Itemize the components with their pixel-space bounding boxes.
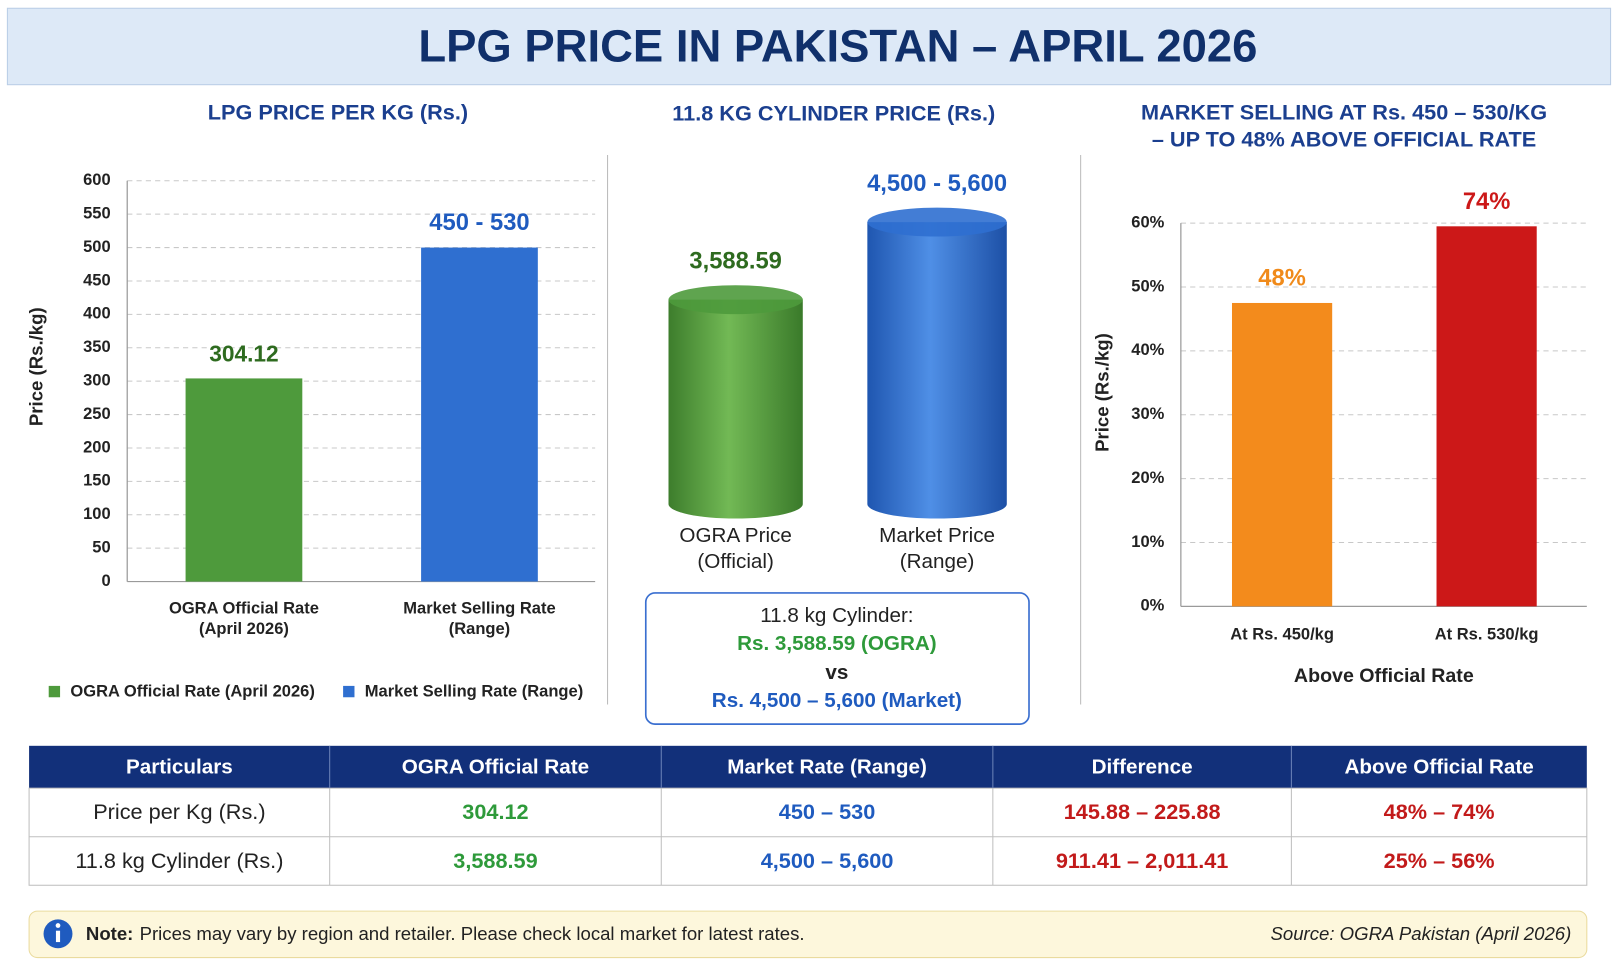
legend-label: OGRA Official Rate (April 2026): [70, 681, 314, 700]
bar: [1231, 302, 1333, 607]
table-cell: 3,588.59: [453, 848, 537, 873]
y-tick-label: 0: [102, 571, 111, 590]
text-line: (Range): [449, 619, 510, 638]
chart-title: LPG PRICE PER KG (Rs.): [208, 99, 468, 124]
y-tick-label: 50: [92, 538, 110, 557]
value-label: 304.12: [209, 341, 278, 367]
table-cell: 25% – 56%: [1384, 848, 1495, 873]
table-cell: 4,500 – 5,600: [761, 848, 894, 873]
table-header-bg: [29, 745, 1587, 789]
cylinder-body: [867, 222, 1007, 519]
y-tick-label: 250: [83, 404, 111, 423]
text-line: Market Price: [879, 525, 995, 548]
y-tick-label: 450: [83, 270, 111, 289]
y-tick-label: 150: [83, 471, 111, 490]
comparison-line: Rs. 3,588.59 (OGRA): [737, 632, 937, 655]
page-title: LPG PRICE IN PAKISTAN – APRIL 2026: [418, 21, 1257, 72]
note-box: [28, 910, 1588, 959]
y-tick-label: 500: [83, 237, 111, 256]
x-axis-label: Above Official Rate: [1294, 665, 1474, 687]
y-tick-label: 200: [83, 437, 111, 456]
x-tick-label: OGRA Price (Official): [679, 525, 791, 574]
y-axis-label: Price (Rs./kg): [25, 307, 46, 426]
y-tick-label: 30%: [1131, 404, 1164, 423]
text-line: (Official): [697, 550, 773, 573]
table-cell: 48% – 74%: [1384, 799, 1495, 824]
text-line: OGRA Official Rate: [169, 599, 319, 618]
note-label: Note:: [86, 923, 133, 944]
table-cell: 450 – 530: [779, 799, 875, 824]
y-tick-label: 40%: [1131, 340, 1164, 359]
y-tick-label: 10%: [1131, 532, 1164, 551]
y-tick-label: 550: [83, 204, 111, 223]
chart-title: MARKET SELLING AT Rs. 450 – 530/KG – UP T…: [1141, 99, 1547, 151]
y-tick-label: 600: [83, 170, 111, 189]
table-header: Particulars: [126, 755, 233, 778]
cylinder-body: [668, 299, 803, 519]
y-tick-label: 100: [83, 504, 111, 523]
y-tick-label: 50%: [1131, 276, 1164, 295]
text-line: OGRA Price: [679, 525, 791, 548]
bar: [185, 378, 303, 582]
annotation: 4,500 - 5,600: [867, 170, 1007, 197]
comparison-box: [644, 592, 1030, 725]
table-cell: 911.41 – 2,011.41: [1056, 848, 1228, 873]
legend-label: Market Selling Rate (Range): [365, 681, 583, 700]
comparison-line: 11.8 kg Cylinder:: [760, 604, 913, 627]
text-line: Market Selling Rate: [403, 599, 555, 618]
bar: [421, 247, 538, 582]
text-line: (Range): [900, 550, 975, 573]
table-header: Market Rate (Range): [727, 755, 927, 778]
y-tick-label: 400: [83, 304, 111, 323]
table-header: Difference: [1092, 755, 1193, 778]
x-tick-label: Market Selling Rate (Range): [403, 599, 555, 639]
table-cell: Price per Kg (Rs.): [93, 799, 265, 824]
title-bar: [6, 7, 1612, 86]
chart-title: 11.8 KG CYLINDER PRICE (Rs.): [672, 100, 995, 125]
comparison-line: Rs. 4,500 – 5,600 (Market): [712, 689, 962, 712]
y-tick-label: 350: [83, 337, 111, 356]
table-cell: 11.8 kg Cylinder (Rs.): [75, 848, 283, 873]
bar: [1436, 226, 1537, 607]
table-header: Above Official Rate: [1344, 755, 1533, 778]
y-tick-label: 20%: [1131, 468, 1164, 487]
x-tick-label: Market Price (Range): [879, 525, 995, 574]
text-line: (April 2026): [199, 619, 289, 638]
cylinder-top: [668, 285, 803, 315]
y-tick-label: 300: [83, 371, 111, 390]
note-source: Source: OGRA Pakistan (April 2026): [1270, 923, 1571, 944]
legend-swatch: [48, 685, 61, 698]
annotation: 450 - 530: [429, 209, 529, 236]
x-tick-label: At Rs. 530/kg: [1435, 625, 1539, 644]
value-label: 3,588.59: [689, 248, 781, 275]
info-icon-stem: [55, 930, 61, 943]
comparison-line: vs: [825, 661, 848, 684]
annotation: 48%: [1258, 264, 1306, 291]
cylinder-top: [867, 207, 1007, 237]
x-tick-label: OGRA Official Rate (April 2026): [169, 599, 319, 639]
note: Note: Prices may vary by region and retai…: [86, 923, 805, 944]
text-line: – UP TO 48% ABOVE OFFICIAL RATE: [1152, 126, 1536, 151]
x-tick-label: At Rs. 450/kg: [1230, 625, 1334, 644]
info-icon-dot: [55, 923, 61, 928]
table-cell: 304.12: [462, 799, 528, 824]
legend-swatch: [343, 685, 355, 698]
y-axis-label: Price (Rs./kg): [1091, 333, 1112, 452]
note-text: Prices may vary by region and retailer. …: [140, 923, 805, 944]
y-tick-label: 60%: [1131, 212, 1164, 231]
text-line: MARKET SELLING AT Rs. 450 – 530/KG: [1141, 99, 1547, 124]
table-cell: 145.88 – 225.88: [1064, 799, 1221, 824]
annotation: 74%: [1463, 188, 1511, 215]
y-tick-label: 0%: [1140, 596, 1164, 615]
table-header: OGRA Official Rate: [402, 755, 589, 778]
